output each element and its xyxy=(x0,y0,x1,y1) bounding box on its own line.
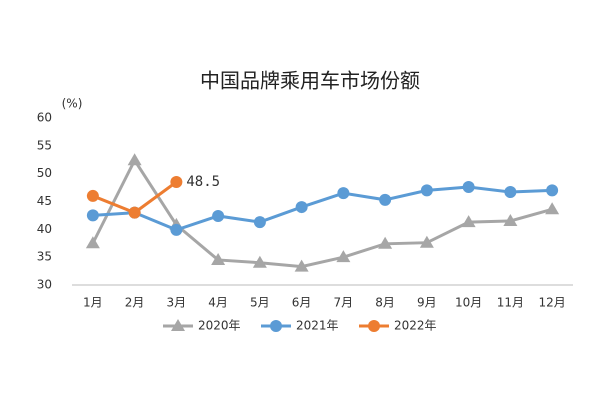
data-point xyxy=(420,184,433,197)
chart-title: 中国品牌乘用车市场份额 xyxy=(200,69,420,93)
data-point xyxy=(170,223,183,236)
data-point xyxy=(462,181,475,194)
y-tick-label: 45 xyxy=(37,194,52,208)
data-point xyxy=(379,193,392,206)
legend-label: 2021年 xyxy=(296,319,339,333)
data-point xyxy=(336,250,351,263)
x-tick-label: 1月 xyxy=(83,296,103,310)
data-point xyxy=(545,202,560,215)
x-tick-label: 5月 xyxy=(250,296,270,310)
data-point xyxy=(211,252,226,265)
data-label: 48.5 xyxy=(186,174,220,190)
legend-marker xyxy=(171,319,185,331)
x-tick-label: 3月 xyxy=(167,296,187,310)
y-tick-label: 35 xyxy=(37,250,52,264)
data-point xyxy=(337,187,350,200)
data-point xyxy=(419,235,434,248)
data-point xyxy=(294,259,309,272)
data-point xyxy=(378,236,393,249)
data-point xyxy=(128,206,141,219)
x-tick-label: 8月 xyxy=(375,296,395,310)
data-point xyxy=(170,176,183,189)
x-tick-label: 4月 xyxy=(208,296,228,310)
y-tick-label: 40 xyxy=(37,222,52,236)
x-tick-label: 12月 xyxy=(538,296,565,310)
data-point xyxy=(295,201,308,214)
data-point xyxy=(503,213,518,226)
x-tick-label: 11月 xyxy=(497,296,524,310)
data-point xyxy=(86,209,99,222)
legend-marker xyxy=(270,320,282,332)
data-point xyxy=(546,184,559,197)
x-tick-label: 6月 xyxy=(292,296,312,310)
y-axis-label: (%) xyxy=(62,97,83,111)
series-line xyxy=(91,157,553,269)
data-point xyxy=(504,186,517,199)
y-tick-label: 30 xyxy=(37,278,52,292)
legend-label: 2022年 xyxy=(394,319,437,333)
data-point xyxy=(252,255,267,268)
x-tick-label: 10月 xyxy=(455,296,482,310)
x-tick-label: 9月 xyxy=(417,296,437,310)
data-point xyxy=(461,215,476,228)
y-tick-label: 50 xyxy=(37,166,52,180)
x-tick-label: 2月 xyxy=(125,296,145,310)
series-line xyxy=(92,185,553,232)
y-tick-label: 60 xyxy=(37,111,52,125)
data-point xyxy=(212,209,225,222)
y-tick-label: 55 xyxy=(37,138,52,152)
data-point xyxy=(86,189,99,202)
data-point xyxy=(253,216,266,229)
x-tick-label: 7月 xyxy=(334,296,354,310)
legend-marker xyxy=(368,320,380,332)
data-point xyxy=(85,236,100,249)
data-point xyxy=(127,153,142,166)
legend-label: 2020年 xyxy=(198,319,241,333)
